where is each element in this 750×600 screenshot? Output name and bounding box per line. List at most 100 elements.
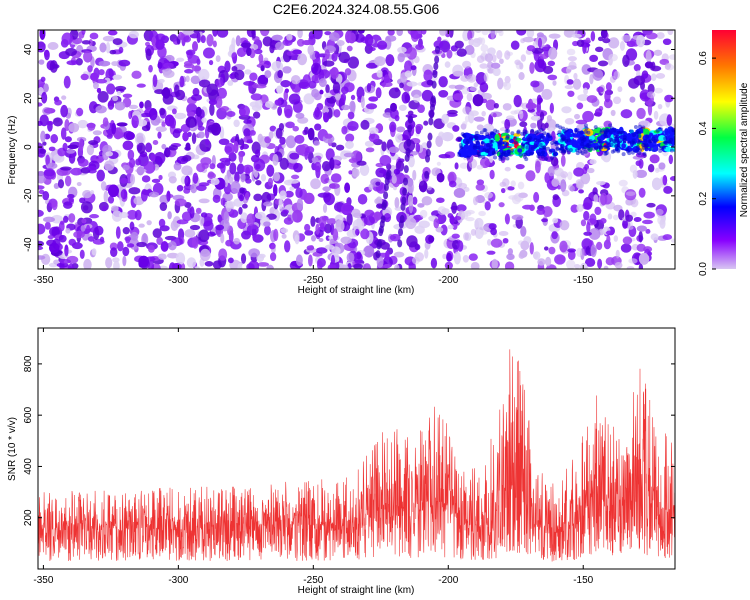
spectrogram-speckle-blob	[235, 35, 241, 47]
spectrogram-signal-blob	[479, 152, 489, 156]
spectrogram-signal-blob	[499, 145, 506, 150]
spectrogram-speckle-blob	[107, 184, 119, 198]
spectrogram-speckle-blob	[533, 191, 540, 203]
spectrogram-signal-halo	[513, 140, 518, 145]
spectrogram-speckle-blob	[559, 220, 570, 231]
spectrogram-speckle-blob	[96, 169, 105, 182]
spectrogram-speckle-blob	[453, 188, 466, 198]
spectrogram-signal-halo	[481, 141, 486, 146]
spectrogram-speckle-blob	[237, 262, 243, 269]
spectrogram-speckle-blob	[451, 201, 458, 214]
spectrogram-speckle-blob	[490, 30, 496, 40]
spectrogram-signal-halo	[543, 156, 548, 161]
spectrogram-speckle-blob	[161, 121, 166, 128]
spectrogram-speckle-blob	[88, 140, 99, 145]
spectrogram-signal-halo	[510, 131, 515, 136]
spectrogram-speckle-blob	[352, 168, 360, 178]
spectrogram-speckle-blob	[600, 30, 608, 39]
spectrogram-speckle-blob	[340, 92, 347, 103]
spectrogram-speckle-blob	[296, 38, 305, 47]
spectrogram-signal-halo	[642, 151, 647, 156]
colorbar-tick-label: 0.2	[698, 191, 709, 205]
spectrogram-speckle-blob	[244, 69, 252, 75]
spectrogram-speckle-blob	[66, 149, 76, 154]
spectrogram-y-label: Frequency (Hz)	[7, 116, 18, 185]
spectrogram-speckle-blob	[353, 212, 362, 219]
spectrogram-signal-halo	[613, 139, 618, 144]
spectrogram-speckle-blob	[215, 95, 223, 109]
spectrogram-speckle-blob	[341, 86, 349, 94]
spectrogram-signal-blob	[517, 148, 523, 153]
spectrogram-speckle-blob	[334, 92, 341, 101]
spectrogram-speckle-blob	[42, 141, 47, 146]
spectrogram-speckle-blob	[407, 110, 414, 116]
spectrogram-speckle-blob	[396, 126, 406, 133]
spectrogram-speckle-blob	[220, 233, 225, 244]
spectrogram-speckle-blob	[46, 120, 54, 126]
spectrogram-speckle-blob	[640, 81, 646, 90]
spectrogram-signal-halo	[599, 145, 604, 150]
spectrogram-signal-halo	[599, 128, 604, 133]
spectrogram-speckle-blob	[410, 65, 417, 71]
spectrogram-speckle-blob	[212, 30, 218, 37]
spectrogram-speckle-blob	[192, 41, 198, 52]
spectrogram-speckle-blob	[294, 234, 300, 245]
spectrogram-speckle-blob	[115, 226, 121, 239]
spectrogram-speckle-blob	[590, 244, 597, 258]
spectrogram-signal-halo	[481, 155, 486, 160]
spectrogram-speckle-blob	[375, 167, 387, 178]
spectrogram-signal-halo	[669, 148, 674, 153]
spectrogram-speckle-blob	[202, 47, 215, 59]
spectrogram-speckle-blob	[51, 214, 63, 224]
spectrogram-speckle-blob	[51, 200, 58, 211]
spectrogram-signal-halo	[510, 148, 515, 153]
spectrogram-signal-halo	[525, 145, 530, 150]
spectrogram-speckle-blob	[282, 66, 292, 74]
spectrogram-speckle-blob	[230, 180, 241, 194]
colorbar-label: Normalized spectral amplitude	[739, 82, 750, 217]
spectrogram-speckle-blob	[329, 157, 335, 171]
spectrogram-signal-blob	[621, 143, 626, 149]
spectrogram-speckle-blob	[475, 183, 485, 191]
spectrogram-speckle-blob	[315, 223, 320, 235]
spectrogram-speckle-blob	[210, 177, 220, 186]
spectrogram-speckle-blob	[295, 112, 305, 119]
spectrogram-speckle-blob	[293, 162, 303, 173]
spectrogram-signal-halo	[555, 147, 560, 152]
spectrogram-speckle-blob	[412, 196, 418, 205]
spectrogram-speckle-blob	[131, 115, 139, 129]
spectrogram-speckle-blob	[255, 149, 261, 158]
spectrogram-speckle-blob	[245, 178, 252, 184]
spectrogram-speckle-blob	[638, 158, 644, 169]
spectrogram-speckle-blob	[644, 61, 654, 69]
spectrogram-speckle-blob	[390, 102, 397, 112]
spectrogram-speckle-blob	[415, 142, 421, 153]
spectrogram-signal-halo	[493, 128, 498, 133]
spectrogram-speckle-blob	[118, 46, 124, 54]
spectrogram-speckle-blob	[323, 112, 330, 123]
spectrogram-speckle-blob	[511, 194, 521, 205]
spectrogram-y-tick-label: 20	[23, 92, 34, 104]
spectrogram-speckle-blob	[236, 163, 245, 175]
spectrogram-speckle-blob	[345, 133, 355, 143]
spectrogram-speckle-blob	[346, 45, 353, 52]
spectrogram-signal-halo	[546, 146, 551, 151]
spectrogram-signal-halo	[542, 131, 547, 136]
spectrogram-speckle-blob	[152, 228, 162, 239]
spectrogram-speckle-blob	[559, 240, 568, 253]
spectrogram-signal-halo	[603, 151, 608, 156]
spectrogram-speckle-blob	[279, 136, 286, 145]
spectrogram-speckle-blob	[567, 171, 573, 181]
spectrogram-speckle-blob	[589, 73, 594, 85]
spectrogram-speckle-blob	[244, 192, 250, 201]
spectrogram-speckle-blob	[537, 37, 543, 49]
spectrogram-signal-halo	[583, 149, 588, 154]
spectrogram-speckle-blob	[136, 119, 148, 127]
spectrogram-signal-halo	[525, 141, 530, 146]
spectrogram-speckle-blob	[93, 82, 99, 90]
spectrogram-speckle-blob	[667, 30, 674, 36]
spectrogram-speckle-blob	[205, 138, 210, 146]
spectrogram-speckle-blob	[255, 84, 267, 89]
spectrogram-speckle-blob	[77, 119, 88, 129]
spectrogram-signal-halo	[469, 136, 474, 141]
